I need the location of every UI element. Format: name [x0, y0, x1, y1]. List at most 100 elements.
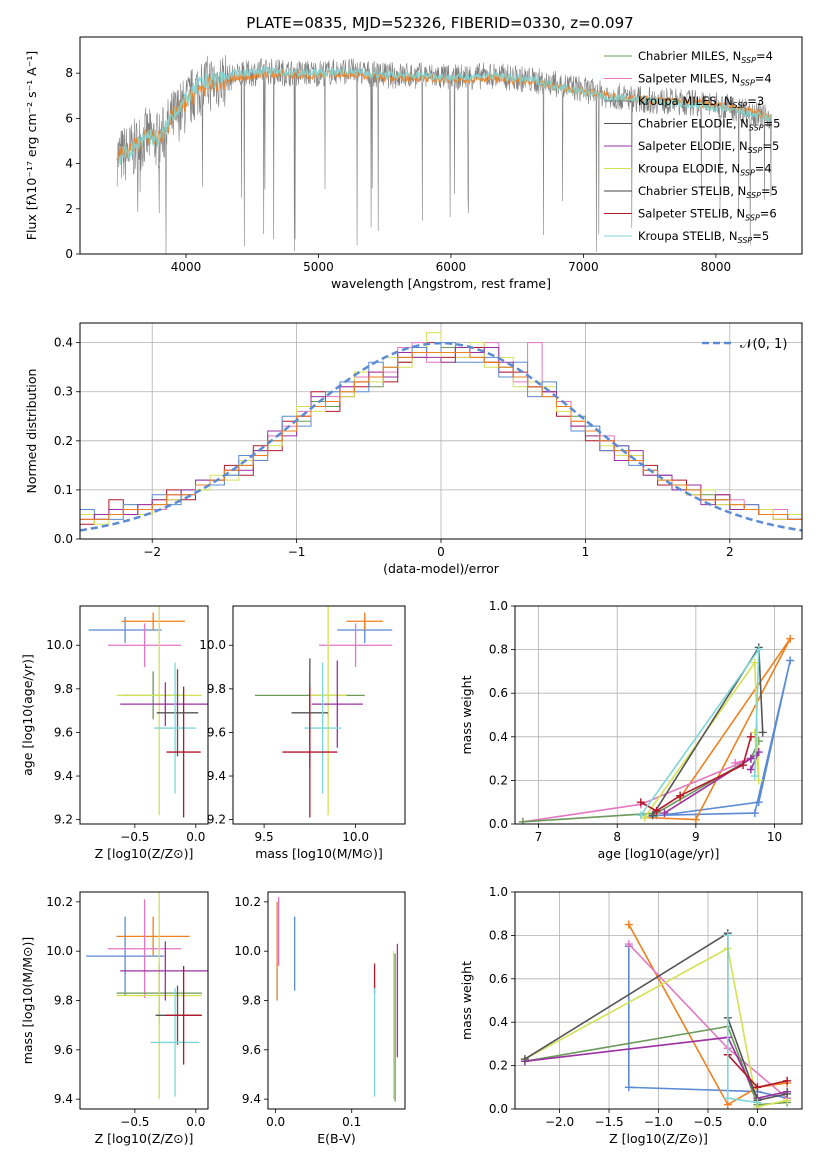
legend-label: Salpeter STELIB, NSSP=6 — [638, 207, 777, 223]
x-tick-label: 2 — [726, 545, 734, 559]
y-tick-label: 10.2 — [46, 895, 73, 909]
legend: Chabrier MILES, NSSP=4 Salpeter MILES, NS… — [604, 49, 780, 245]
y-tick-label: 9.2 — [54, 813, 73, 827]
x-tick-label: −2 — [143, 545, 161, 559]
x-axis-label: E(B-V) — [317, 1131, 356, 1146]
weight-marker — [739, 761, 748, 770]
weight-marker — [750, 728, 759, 737]
x-tick-label: −1.5 — [594, 1115, 623, 1129]
y-tick-label: 0 — [65, 247, 73, 261]
y-tick-label: 9.6 — [207, 725, 226, 739]
legend-label: Kroupa STELIB, NSSP=5 — [638, 229, 769, 245]
x-tick-label: 9 — [692, 830, 700, 844]
y-tick-label: 9.6 — [242, 1043, 261, 1057]
y-tick-label: 8 — [65, 66, 73, 80]
axes-frame — [514, 605, 803, 825]
chart-weight-vs-age: 7 8 9 10 0.0 0.2 0.4 0.6 0.8 1.0 age [log10(age/yr… — [459, 599, 803, 861]
axes-frame — [79, 605, 209, 825]
weight-marker — [753, 1083, 762, 1092]
plot-area — [276, 896, 399, 1102]
chart-mass-vs-ebv: 0.0 0.1 9.4 9.6 9.8 10.0 10.2 E(B-V) — [234, 891, 406, 1146]
legend-label: Kroupa ELODIE, NSSP=4 — [638, 162, 772, 178]
weight-marker — [648, 811, 657, 820]
figure-title: PLATE=0835, MJD=52326, FIBERID=0330, z=0… — [246, 14, 633, 32]
y-tick-label: 10.2 — [234, 895, 261, 909]
weight-marker — [783, 1089, 792, 1098]
spectrum-line — [116, 65, 773, 165]
y-tick-label: 2 — [65, 202, 73, 216]
legend-label: Chabrier ELODIE, NSSP=5 — [638, 117, 780, 133]
plot-area — [520, 920, 792, 1109]
weight-marker — [783, 1076, 792, 1085]
plot-area — [86, 892, 208, 1100]
x-axis-label: age [log10(age/yr)] — [598, 846, 720, 861]
x-tick-label: −2.0 — [545, 1115, 574, 1129]
weight-marker — [731, 758, 740, 767]
x-tick-label: 0.1 — [342, 1115, 361, 1129]
x-tick-label: 7 — [535, 830, 543, 844]
weight-marker — [758, 728, 767, 737]
weight-marker — [754, 645, 763, 654]
y-axis-label: mass [log10(M/M⊙)] — [20, 937, 35, 1065]
y-tick-label: 4 — [65, 157, 73, 171]
y-tick-label: 9.8 — [242, 994, 261, 1008]
x-axis-label: mass [log10(M/M⊙)] — [255, 846, 383, 861]
weight-marker — [754, 798, 763, 807]
x-tick-label: 5000 — [303, 260, 334, 274]
legend-label: Chabrier STELIB, NSSP=5 — [638, 184, 778, 200]
y-tick-label: 1.0 — [489, 599, 508, 613]
x-tick-label: −0.5 — [120, 1115, 149, 1129]
y-axis-label: mass weight — [459, 675, 474, 754]
x-axis-label: Z [log10(Z/Z⊙)] — [95, 1131, 194, 1146]
x-axis-label: wavelength [Angstrom, rest frame] — [331, 276, 551, 291]
weight-marker — [518, 817, 527, 824]
gaussian-curve — [80, 341, 802, 532]
weight-marker — [786, 656, 795, 665]
x-tick-label: 7000 — [568, 260, 599, 274]
x-tick-label: 9.5 — [255, 830, 274, 844]
chart-age-vs-Z: −0.5 0.0 9.2 9.4 9.6 9.8 10.0 Z [log10(Z/Z⊙)] ag… — [20, 605, 209, 861]
weight-marker — [676, 791, 685, 800]
y-tick-label: 10.0 — [46, 944, 73, 958]
weight-line — [522, 757, 752, 823]
x-tick-label: 10 — [767, 830, 782, 844]
y-tick-label: 9.4 — [242, 1092, 261, 1106]
plot-area — [116, 55, 773, 254]
x-tick-label: 8 — [613, 830, 621, 844]
weight-marker — [746, 765, 755, 774]
y-tick-label: 9.4 — [207, 769, 226, 783]
y-tick-label: 9.8 — [207, 682, 226, 696]
y-tick-label: 0.4 — [489, 730, 508, 744]
legend-label: 𝒩(0, 1) — [740, 337, 787, 352]
plot-area — [80, 332, 802, 532]
x-tick-label: 4000 — [171, 260, 202, 274]
weight-marker — [750, 658, 759, 667]
chart-weight-vs-Z: −2.0 −1.5 −1.0 −0.5 0.0 0.0 0.2 0.4 0.6 0.8 1.0 Z [… — [459, 885, 803, 1146]
y-tick-label: 0.2 — [54, 434, 73, 448]
y-tick-label: 9.8 — [54, 682, 73, 696]
weight-marker — [786, 634, 795, 643]
x-tick-label: −1 — [288, 545, 306, 559]
y-tick-label: 9.4 — [54, 769, 73, 783]
x-tick-label: −1.0 — [644, 1115, 673, 1129]
y-axis-label: age [log10(age/yr)] — [20, 654, 35, 776]
y-axis-label: Flux [fλ10⁻¹⁷ erg cm⁻² s⁻¹ A⁻¹] — [24, 51, 39, 240]
weight-line — [522, 740, 760, 823]
y-tick-label: 10.0 — [46, 638, 73, 652]
x-tick-label: −0.5 — [693, 1115, 722, 1129]
y-tick-label: 9.6 — [54, 725, 73, 739]
weight-marker — [723, 1094, 732, 1103]
weight-line — [651, 644, 764, 816]
chart-spectrum: 4000 5000 6000 7000 8000 0 2 4 6 8 wavelength [Ang… — [24, 36, 803, 291]
x-tick-label: 8000 — [701, 260, 732, 274]
x-tick-label: 1 — [582, 545, 590, 559]
weight-marker — [754, 776, 763, 785]
weight-marker — [636, 811, 645, 820]
y-tick-label: 0.8 — [489, 928, 508, 942]
weight-marker — [746, 732, 755, 741]
panels: 4000 5000 6000 7000 8000 0 2 4 6 8 wavelength [Ang… — [20, 36, 803, 1146]
weight-line — [524, 1036, 788, 1100]
y-tick-label: 9.6 — [54, 1043, 73, 1057]
x-tick-label: 0.0 — [748, 1115, 767, 1129]
weight-marker — [636, 798, 645, 807]
